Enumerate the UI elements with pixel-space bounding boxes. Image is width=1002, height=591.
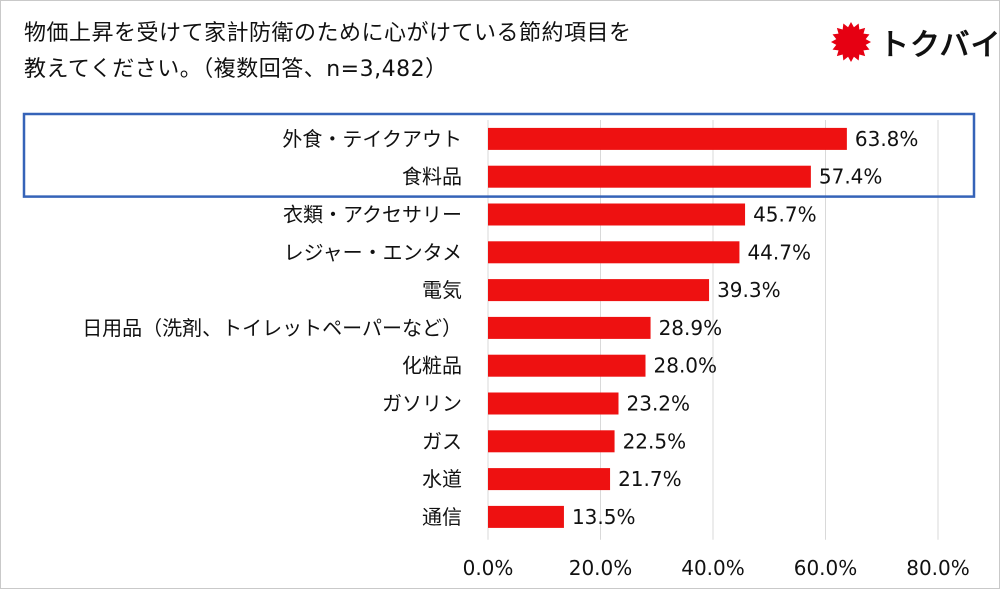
value-label: 45.7% [753,203,817,227]
value-label: 23.2% [627,392,691,416]
category-label: 水道 [422,467,462,491]
category-label: 化粧品 [402,354,462,378]
category-label: レジャー・エンタメ [284,240,462,264]
chart-title: 物価上昇を受けて家計防衛のために心がけている節約項目を 教えてください。（複数回… [24,16,632,88]
bar [488,241,740,264]
category-label: ガソリン [382,392,462,416]
brand-logo-text: トクバイ [879,28,1002,63]
bar [488,279,710,302]
x-tick-label: 80.0% [906,556,970,580]
x-tick-label: 40.0% [681,556,745,580]
category-label: 外食・テイクアウト [282,127,462,151]
sun-burst-icon [831,22,871,62]
x-tick-label: 0.0% [463,556,514,580]
value-label: 21.7% [618,467,682,491]
value-label: 63.8% [855,127,919,151]
category-label: 日用品（洗剤、トイレットペーパーなど） [82,316,462,340]
value-label: 13.5% [572,505,636,529]
category-label: 通信 [422,505,462,529]
chart-title-line1: 物価上昇を受けて家計防衛のために心がけている節約項目を [24,21,632,46]
x-tick-label: 60.0% [794,556,858,580]
chart-title-line2: 教えてください。（複数回答、n=3,482） [24,57,448,82]
bar [488,316,651,339]
value-label: 28.0% [654,354,718,378]
x-tick-label: 20.0% [569,556,633,580]
value-label: 22.5% [623,429,687,453]
bar [488,354,646,377]
category-label: 食料品 [402,165,462,189]
bar [488,127,847,150]
highlight-box [22,112,976,198]
brand-logo: トクバイ [829,20,1002,64]
bar [488,505,564,528]
value-label: 39.3% [717,278,781,302]
bar [488,203,746,226]
category-label: 電気 [422,278,462,302]
category-label: 衣類・アクセサリー [283,203,462,227]
value-label: 57.4% [819,165,883,189]
value-label: 28.9% [659,316,723,340]
bar [488,165,811,188]
value-label: 44.7% [747,240,811,264]
bar [488,430,615,453]
category-label: ガス [422,429,462,453]
bar [488,468,611,491]
bar [488,392,619,415]
